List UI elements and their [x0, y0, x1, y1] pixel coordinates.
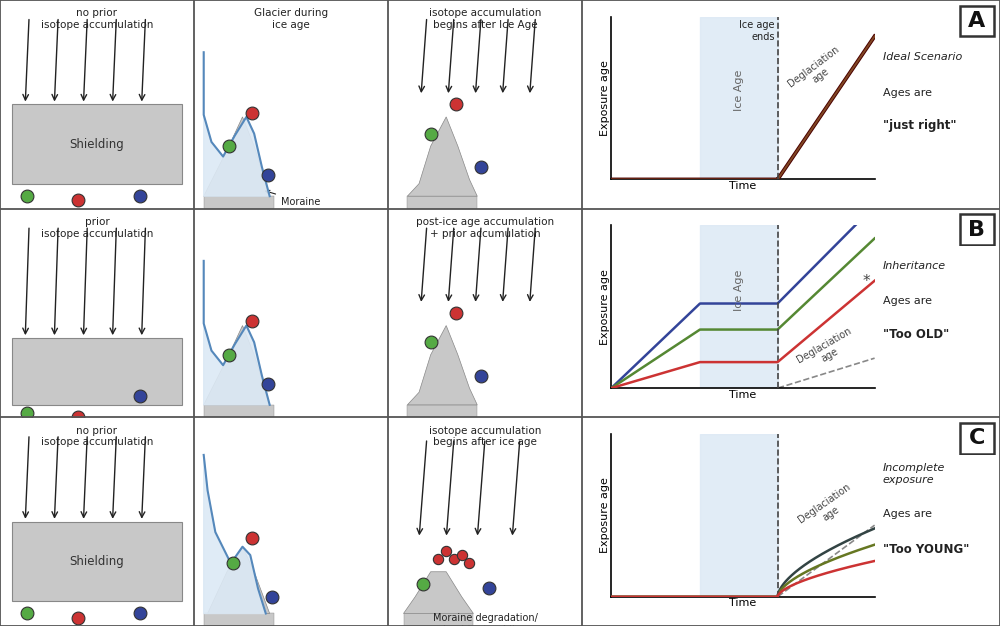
Point: [446, 554, 462, 564]
Polygon shape: [404, 572, 473, 613]
Bar: [700, 17, 778, 180]
Bar: [700, 225, 778, 388]
Point: [423, 337, 439, 347]
Text: "Too OLD": "Too OLD": [883, 327, 949, 341]
Point: [461, 558, 477, 568]
Point: [264, 592, 280, 602]
Text: Inheritance: Inheritance: [883, 261, 946, 271]
Text: "just right": "just right": [883, 119, 956, 132]
Point: [244, 108, 260, 118]
Text: Shielding: Shielding: [70, 138, 124, 150]
Point: [438, 546, 454, 556]
Point: [132, 608, 148, 618]
Polygon shape: [407, 117, 477, 196]
Point: [473, 162, 489, 172]
Point: [70, 413, 86, 423]
Bar: [700, 434, 778, 597]
Text: "Too YOUNG": "Too YOUNG": [883, 543, 969, 555]
Text: *: *: [863, 274, 871, 289]
Point: [244, 316, 260, 326]
Y-axis label: Exposure age: Exposure age: [600, 60, 610, 136]
Point: [221, 350, 237, 360]
Polygon shape: [204, 326, 270, 405]
Y-axis label: Exposure age: Exposure age: [600, 478, 610, 553]
FancyBboxPatch shape: [12, 521, 182, 601]
Text: Ages are: Ages are: [883, 88, 932, 98]
Point: [454, 550, 470, 560]
Text: B: B: [968, 220, 986, 240]
Point: [70, 613, 86, 623]
Y-axis label: Exposure age: Exposure age: [600, 269, 610, 345]
FancyBboxPatch shape: [960, 6, 994, 36]
Text: A: A: [968, 11, 986, 31]
Polygon shape: [204, 455, 266, 613]
FancyBboxPatch shape: [960, 423, 994, 454]
X-axis label: Time: Time: [729, 598, 757, 608]
Text: post-ice age accumulation
+ prior accumulation: post-ice age accumulation + prior accumu…: [416, 217, 554, 239]
Polygon shape: [208, 546, 270, 613]
Polygon shape: [204, 52, 270, 196]
Point: [132, 191, 148, 201]
Point: [260, 170, 276, 180]
Text: Glacier during
ice age: Glacier during ice age: [254, 8, 328, 30]
Text: no prior
isotope accumulation: no prior isotope accumulation: [41, 426, 153, 448]
Polygon shape: [204, 405, 274, 418]
Text: Deglaciation
age: Deglaciation age: [796, 482, 859, 535]
Text: C: C: [969, 428, 985, 448]
FancyBboxPatch shape: [960, 214, 994, 245]
Point: [473, 371, 489, 381]
Point: [221, 141, 237, 151]
Polygon shape: [407, 326, 477, 405]
Point: [70, 195, 86, 205]
Polygon shape: [204, 261, 270, 405]
Text: isotope accumulation
begins after ice age: isotope accumulation begins after ice ag…: [429, 426, 541, 448]
Point: [448, 100, 464, 110]
Text: Moraine: Moraine: [266, 190, 320, 207]
Text: Ice Age: Ice Age: [734, 270, 744, 311]
Text: no prior
isotope accumulation: no prior isotope accumulation: [41, 8, 153, 30]
Point: [19, 408, 35, 418]
Point: [260, 379, 276, 389]
Text: isotope accumulation
begins after Ice Age: isotope accumulation begins after Ice Ag…: [429, 8, 541, 30]
Text: Shielding: Shielding: [70, 555, 124, 568]
Point: [448, 308, 464, 318]
Point: [132, 391, 148, 401]
Text: Ages are: Ages are: [883, 296, 932, 306]
Point: [415, 579, 431, 589]
Polygon shape: [204, 196, 274, 208]
Polygon shape: [404, 613, 473, 626]
X-axis label: Time: Time: [729, 181, 757, 191]
Point: [225, 558, 241, 568]
Polygon shape: [407, 196, 477, 208]
Polygon shape: [407, 405, 477, 418]
Point: [19, 608, 35, 618]
Polygon shape: [204, 117, 270, 196]
Point: [481, 583, 497, 593]
Text: Deglaciation
age: Deglaciation age: [786, 44, 848, 98]
Text: prior
isotope accumulation: prior isotope accumulation: [41, 217, 153, 239]
Text: Ideal Scenario: Ideal Scenario: [883, 52, 962, 62]
Text: Ice age
ends: Ice age ends: [739, 20, 775, 41]
Text: Moraine degradation/
boulder tumbling: Moraine degradation/ boulder tumbling: [433, 613, 537, 626]
Text: Ages are: Ages are: [883, 509, 932, 519]
Text: Deglaciation
age: Deglaciation age: [795, 326, 859, 375]
Text: Incomplete
exposure: Incomplete exposure: [883, 463, 945, 485]
Point: [19, 191, 35, 201]
Text: Ice Age: Ice Age: [734, 69, 744, 111]
Polygon shape: [204, 613, 274, 626]
FancyBboxPatch shape: [12, 338, 182, 405]
FancyBboxPatch shape: [12, 105, 182, 183]
Point: [430, 554, 446, 564]
Point: [423, 128, 439, 138]
X-axis label: Time: Time: [729, 389, 757, 399]
Point: [244, 533, 260, 543]
